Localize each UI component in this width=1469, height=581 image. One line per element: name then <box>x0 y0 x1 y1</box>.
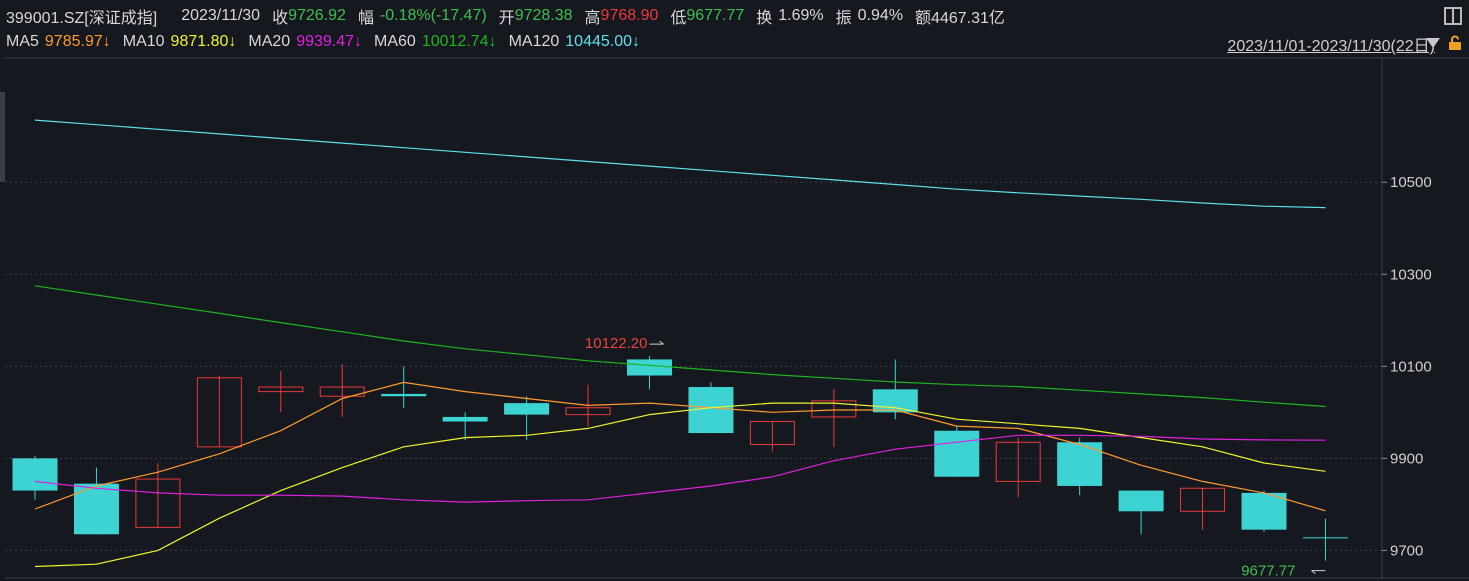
turnover-value: 1.69% <box>778 7 824 24</box>
date-range-selector[interactable]: 2023/11/01-2023/11/30(22日) <box>1227 38 1435 55</box>
amount-label: 额 <box>915 10 932 27</box>
candle-body <box>73 483 119 535</box>
amplitude-value: 0.94% <box>857 7 904 24</box>
candle-body <box>872 389 918 413</box>
ma60-label: MA60 <box>374 33 416 50</box>
candle-body <box>12 458 58 491</box>
candle-body <box>627 359 672 376</box>
ma60-line <box>34 285 1326 408</box>
y-tick-label: 10500 <box>1390 174 1432 191</box>
ma20-value: 9939.47↓ <box>296 33 363 50</box>
ma20-line <box>34 434 1326 503</box>
candle-body <box>565 407 611 416</box>
candle-body <box>196 377 242 448</box>
y-tick-label: 9700 <box>1390 542 1423 559</box>
symbol-label: 399001.SZ[深证成指] <box>6 10 158 27</box>
candle-body <box>381 393 427 397</box>
ma5-line <box>34 381 1326 512</box>
low-value: 9677.77 <box>686 7 745 24</box>
close-value: 9726.92 <box>288 7 346 24</box>
change-value: -0.18%(-17.47) <box>379 7 487 24</box>
ma20-label: MA20 <box>248 33 291 50</box>
chevron-down-icon[interactable] <box>1425 36 1441 50</box>
candle-body <box>258 386 304 393</box>
candle-body <box>1057 442 1103 486</box>
ma120-label: MA120 <box>508 33 560 50</box>
low-label: 低 <box>670 10 687 27</box>
y-tick-label: 9900 <box>1390 450 1423 467</box>
high-value: 9768.90 <box>600 7 659 24</box>
ma5-value: 9785.97↓ <box>44 33 111 50</box>
open-label: 开 <box>498 10 515 27</box>
candle-body <box>934 430 980 477</box>
max-arrow-icon <box>649 340 664 345</box>
scroll-handle[interactable] <box>0 92 5 182</box>
high-label: 高 <box>584 10 601 27</box>
ma10-line <box>34 402 1326 568</box>
ma10-value: 9871.80↓ <box>170 33 237 50</box>
candle-body <box>1241 492 1287 530</box>
close-label: 收 <box>272 10 289 27</box>
candle-body <box>1302 537 1348 539</box>
candle-body <box>504 403 550 415</box>
min-arrow-icon <box>1311 570 1326 575</box>
candle-body <box>1180 487 1226 512</box>
amount-value: 4467.31亿 <box>931 10 1005 27</box>
y-tick-label: 10300 <box>1390 266 1432 283</box>
lock-icon[interactable] <box>1447 35 1463 51</box>
open-value: 9728.38 <box>514 7 573 24</box>
ma60-value: 10012.74↓ <box>421 33 497 50</box>
quote-header: 399001.SZ[深证成指] 2023/11/30 收 9726.92 幅 -… <box>6 4 1469 28</box>
candle-body <box>135 478 181 528</box>
candle-body <box>688 387 734 434</box>
turnover-label: 换 <box>756 10 773 27</box>
change-label: 幅 <box>357 10 374 27</box>
candle-body <box>749 421 795 446</box>
min-price-label: 9677.77 <box>1241 563 1295 580</box>
max-price-label: 10122.20 <box>585 335 648 352</box>
candle-body <box>442 416 488 422</box>
amplitude-label: 振 <box>835 10 852 27</box>
candle-body <box>811 400 857 418</box>
ma120-line <box>34 119 1326 209</box>
candle-body <box>319 386 365 397</box>
y-tick-label: 10100 <box>1390 358 1432 375</box>
ma-legend: MA5 9785.97↓ MA10 9871.80↓ MA20 9939.47↓… <box>6 30 1469 54</box>
ma10-label: MA10 <box>122 33 165 50</box>
date-label: 2023/11/30 <box>181 7 261 24</box>
ma5-label: MA5 <box>6 33 39 50</box>
ma120-value: 10445.00↓ <box>565 33 640 50</box>
candle-body <box>995 441 1041 482</box>
candle-body <box>1118 490 1164 512</box>
layout-icon[interactable] <box>1444 7 1462 25</box>
